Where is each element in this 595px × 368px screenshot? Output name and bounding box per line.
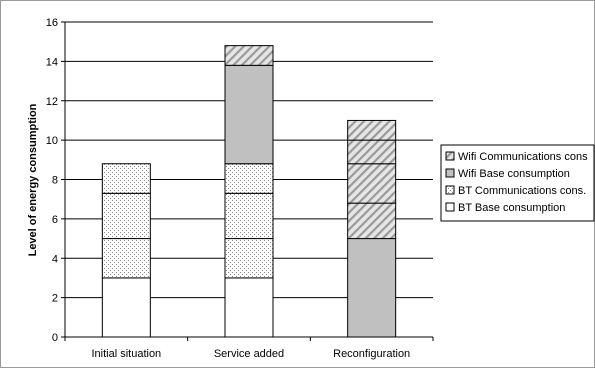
- bar-segment: [101, 277, 151, 338]
- y-tick-label: 14: [46, 56, 58, 68]
- legend-label: BT Base consumption: [458, 202, 565, 214]
- bar-segment: [347, 163, 397, 204]
- y-tick-label: 12: [46, 96, 58, 108]
- bar-segment: [224, 64, 274, 165]
- y-axis-label: Level of energy consumption: [27, 103, 39, 256]
- legend-label: Wifi Base consumption: [458, 168, 570, 180]
- bar-segment: [101, 192, 151, 240]
- bar-segment: [347, 202, 397, 240]
- legend: Wifi Communications cons Wifi Base consum…: [440, 144, 595, 222]
- y-tick-labels: 0 2 4 6 8 10 12 14 16: [46, 17, 58, 344]
- legend-swatch: [445, 151, 455, 161]
- y-tick-label: 8: [52, 175, 58, 187]
- y-tick-label: 2: [52, 293, 58, 305]
- y-tick-label: 4: [52, 253, 58, 265]
- bar-segment: [347, 139, 397, 165]
- bar-segment: [224, 238, 274, 279]
- legend-swatch: [445, 202, 455, 212]
- y-tick-label: 6: [52, 214, 58, 226]
- bar-segment: [101, 163, 151, 194]
- x-tick-label: Initial situation: [91, 348, 161, 360]
- bar-segment: [224, 163, 274, 194]
- y-tick-label: 10: [46, 135, 58, 147]
- bar-segment: [224, 277, 274, 338]
- x-tick-labels: Initial situation Service added Reconfigur…: [91, 348, 410, 360]
- bar-segment: [224, 45, 274, 66]
- y-tick-label: 16: [46, 17, 58, 29]
- y-tick-label: 0: [52, 332, 58, 344]
- legend-label: Wifi Communications cons: [458, 151, 588, 163]
- x-tick-label: Reconfiguration: [333, 348, 410, 360]
- legend-swatch: [445, 168, 455, 178]
- legend-box: [440, 144, 595, 222]
- legend-label: BT Communications cons.: [458, 185, 586, 197]
- bars: [101, 45, 397, 338]
- axes: [61, 21, 434, 341]
- bar-segment: [224, 192, 274, 240]
- bar-segment: [347, 119, 397, 141]
- bar-segment: [347, 238, 397, 338]
- legend-swatch: [445, 185, 455, 195]
- bar-segment: [101, 238, 151, 279]
- x-tick-label: Service added: [214, 348, 284, 360]
